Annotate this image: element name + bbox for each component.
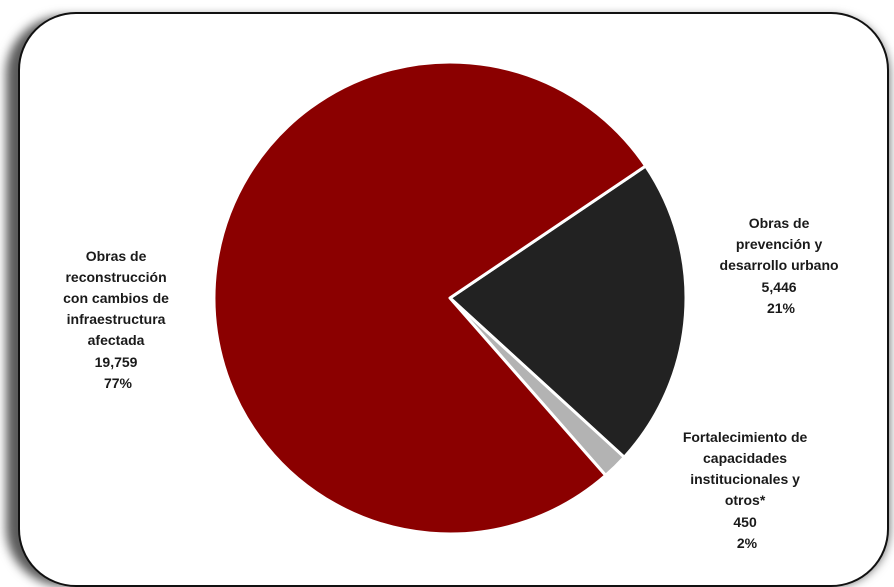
slice-label-reconstruccion: Obras de reconstrucción con cambios de i…: [63, 248, 173, 391]
pie-slices: [212, 60, 688, 536]
pie-slice-prevencion: [448, 164, 688, 459]
slice-value-fortalecimiento: 450: [733, 514, 757, 530]
slice-percent-prevencion: 21%: [767, 300, 796, 316]
slice-label-prevencion: Obras de prevención y desarrollo urbano …: [720, 215, 843, 316]
slice-value-reconstruccion: 19,759: [95, 354, 138, 370]
slice-percent-reconstruccion: 77%: [104, 375, 133, 391]
slice-value-prevencion: 5,446: [762, 279, 797, 295]
slice-label-fortalecimiento: Fortalecimiento de capacidades instituci…: [683, 429, 811, 551]
pie-slice-reconstruccion: [212, 60, 648, 536]
slice-percent-fortalecimiento: 2%: [737, 535, 758, 551]
